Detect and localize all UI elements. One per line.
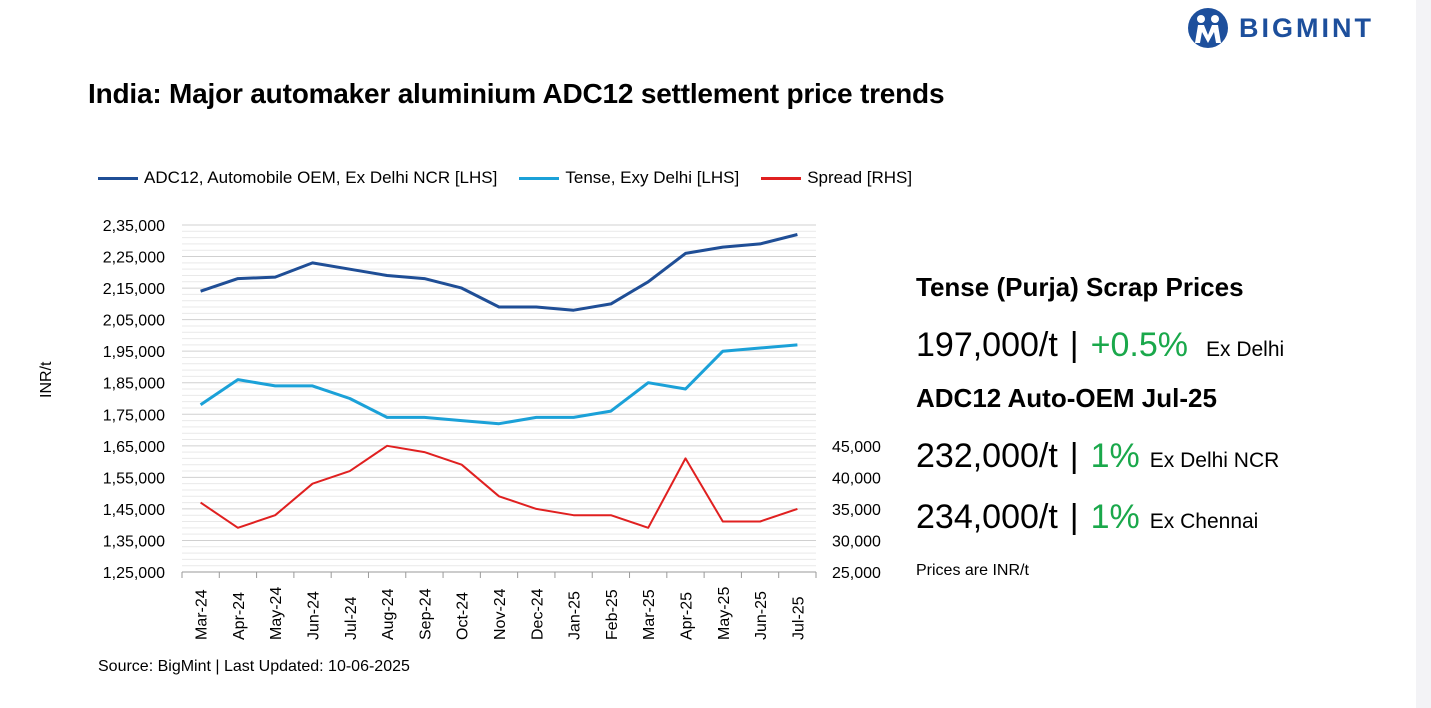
adc-chennai-location: Ex Chennai (1149, 510, 1259, 533)
x-tick-label: Mar-24 (194, 589, 211, 640)
x-tick-label: May-24 (268, 587, 285, 640)
tense-change: +0.5% (1090, 326, 1188, 364)
adc-chennai-price-row: 234,000/t | 1% Ex Chennai (916, 498, 1258, 537)
x-tick-label: Jul-24 (343, 596, 360, 640)
series-line-0 (200, 233, 798, 312)
y-left-tick-label: 1,75,000 (103, 407, 165, 424)
bigmint-logo-icon (1188, 8, 1228, 48)
adc-delhi-price: 232,000/t (916, 437, 1058, 475)
adc-chennai-price: 234,000/t (916, 498, 1058, 536)
y-left-tick-label: 1,55,000 (103, 470, 165, 487)
y-right-tick-label: 35,000 (832, 502, 881, 519)
tense-location: Ex Delhi (1206, 338, 1285, 361)
adc-chennai-change: 1% (1090, 498, 1140, 536)
tense-price-row: 197,000/t | +0.5% Ex Delhi (916, 326, 1284, 365)
legend-label-adc12: ADC12, Automobile OEM, Ex Delhi NCR [LHS… (144, 168, 498, 187)
prices-note: Prices are INR/t (916, 562, 1029, 579)
x-tick-label: Aug-24 (380, 588, 397, 640)
legend-swatch-adc12 (98, 176, 138, 180)
tense-price: 197,000/t (916, 326, 1058, 364)
y-left-tick-label: 2,15,000 (103, 281, 165, 298)
tense-separator: | (1069, 326, 1079, 364)
y-left-tick-label: 2,05,000 (103, 313, 165, 330)
adc-delhi-separator: | (1069, 437, 1079, 475)
legend-label-spread: Spread [RHS] (807, 168, 913, 187)
brand-name: BIGMINT (1239, 12, 1374, 43)
legend-item-adc12: ADC12, Automobile OEM, Ex Delhi NCR [LHS… (98, 168, 497, 188)
chart-legend: ADC12, Automobile OEM, Ex Delhi NCR [LHS… (98, 168, 934, 188)
adc-delhi-change: 1% (1090, 437, 1140, 475)
brand-logo: BIGMINT (1187, 6, 1374, 50)
x-tick-label: Sep-24 (417, 588, 434, 640)
legend-swatch-spread (761, 176, 802, 180)
y-left-tick-label: 2,25,000 (103, 250, 165, 267)
y-right-tick-label: 45,000 (832, 439, 881, 456)
x-tick-label: Oct-24 (455, 592, 472, 640)
x-tick-label: Nov-24 (492, 588, 509, 640)
y-left-tick-label: 1,45,000 (103, 502, 165, 519)
y-left-tick-label: 1,65,000 (103, 439, 165, 456)
y-left-tick-label: 1,35,000 (103, 533, 165, 550)
right-edge-strip (1416, 0, 1431, 708)
adc-chennai-separator: | (1069, 498, 1079, 536)
y-right-tick-label: 30,000 (832, 533, 881, 550)
y-right-tick-label: 25,000 (832, 565, 881, 582)
x-tick-label: Jun-24 (306, 591, 323, 640)
y-left-tick-label: 1,85,000 (103, 376, 165, 393)
x-tick-label: Apr-25 (678, 592, 695, 640)
y-right-tick-label: 40,000 (832, 470, 881, 487)
x-tick-label: Feb-25 (604, 589, 621, 640)
adc-delhi-location: Ex Delhi NCR (1149, 449, 1280, 472)
legend-swatch-tense (519, 176, 560, 180)
chart-title: India: Major automaker aluminium ADC12 s… (88, 78, 945, 109)
y-left-tick-label: 2,35,000 (103, 218, 165, 235)
source-note: Source: BigMint | Last Updated: 10-06-20… (98, 658, 410, 675)
x-tick-label: Jul-25 (790, 596, 807, 640)
legend-label-tense: Tense, Exy Delhi [LHS] (565, 168, 740, 187)
y-left-tick-label: 1,25,000 (103, 565, 165, 582)
legend-item-spread: Spread [RHS] (761, 168, 912, 188)
x-tick-label: Apr-24 (231, 592, 248, 640)
series-line-2 (200, 444, 798, 529)
x-tick-label: Jun-25 (753, 591, 770, 640)
x-tick-label: May-25 (716, 587, 733, 640)
panel-heading-tense: Tense (Purja) Scrap Prices (916, 272, 1244, 302)
x-tick-label: Mar-25 (641, 589, 658, 640)
x-tick-label: Jan-25 (567, 591, 584, 640)
legend-item-tense: Tense, Exy Delhi [LHS] (519, 168, 739, 188)
adc-delhi-price-row: 232,000/t | 1% Ex Delhi NCR (916, 437, 1279, 476)
x-tick-label: Dec-24 (529, 588, 546, 640)
y-left-tick-label: 1,95,000 (103, 344, 165, 361)
series-line-1 (199, 343, 798, 426)
panel-heading-adc12: ADC12 Auto-OEM Jul-25 (916, 383, 1217, 413)
